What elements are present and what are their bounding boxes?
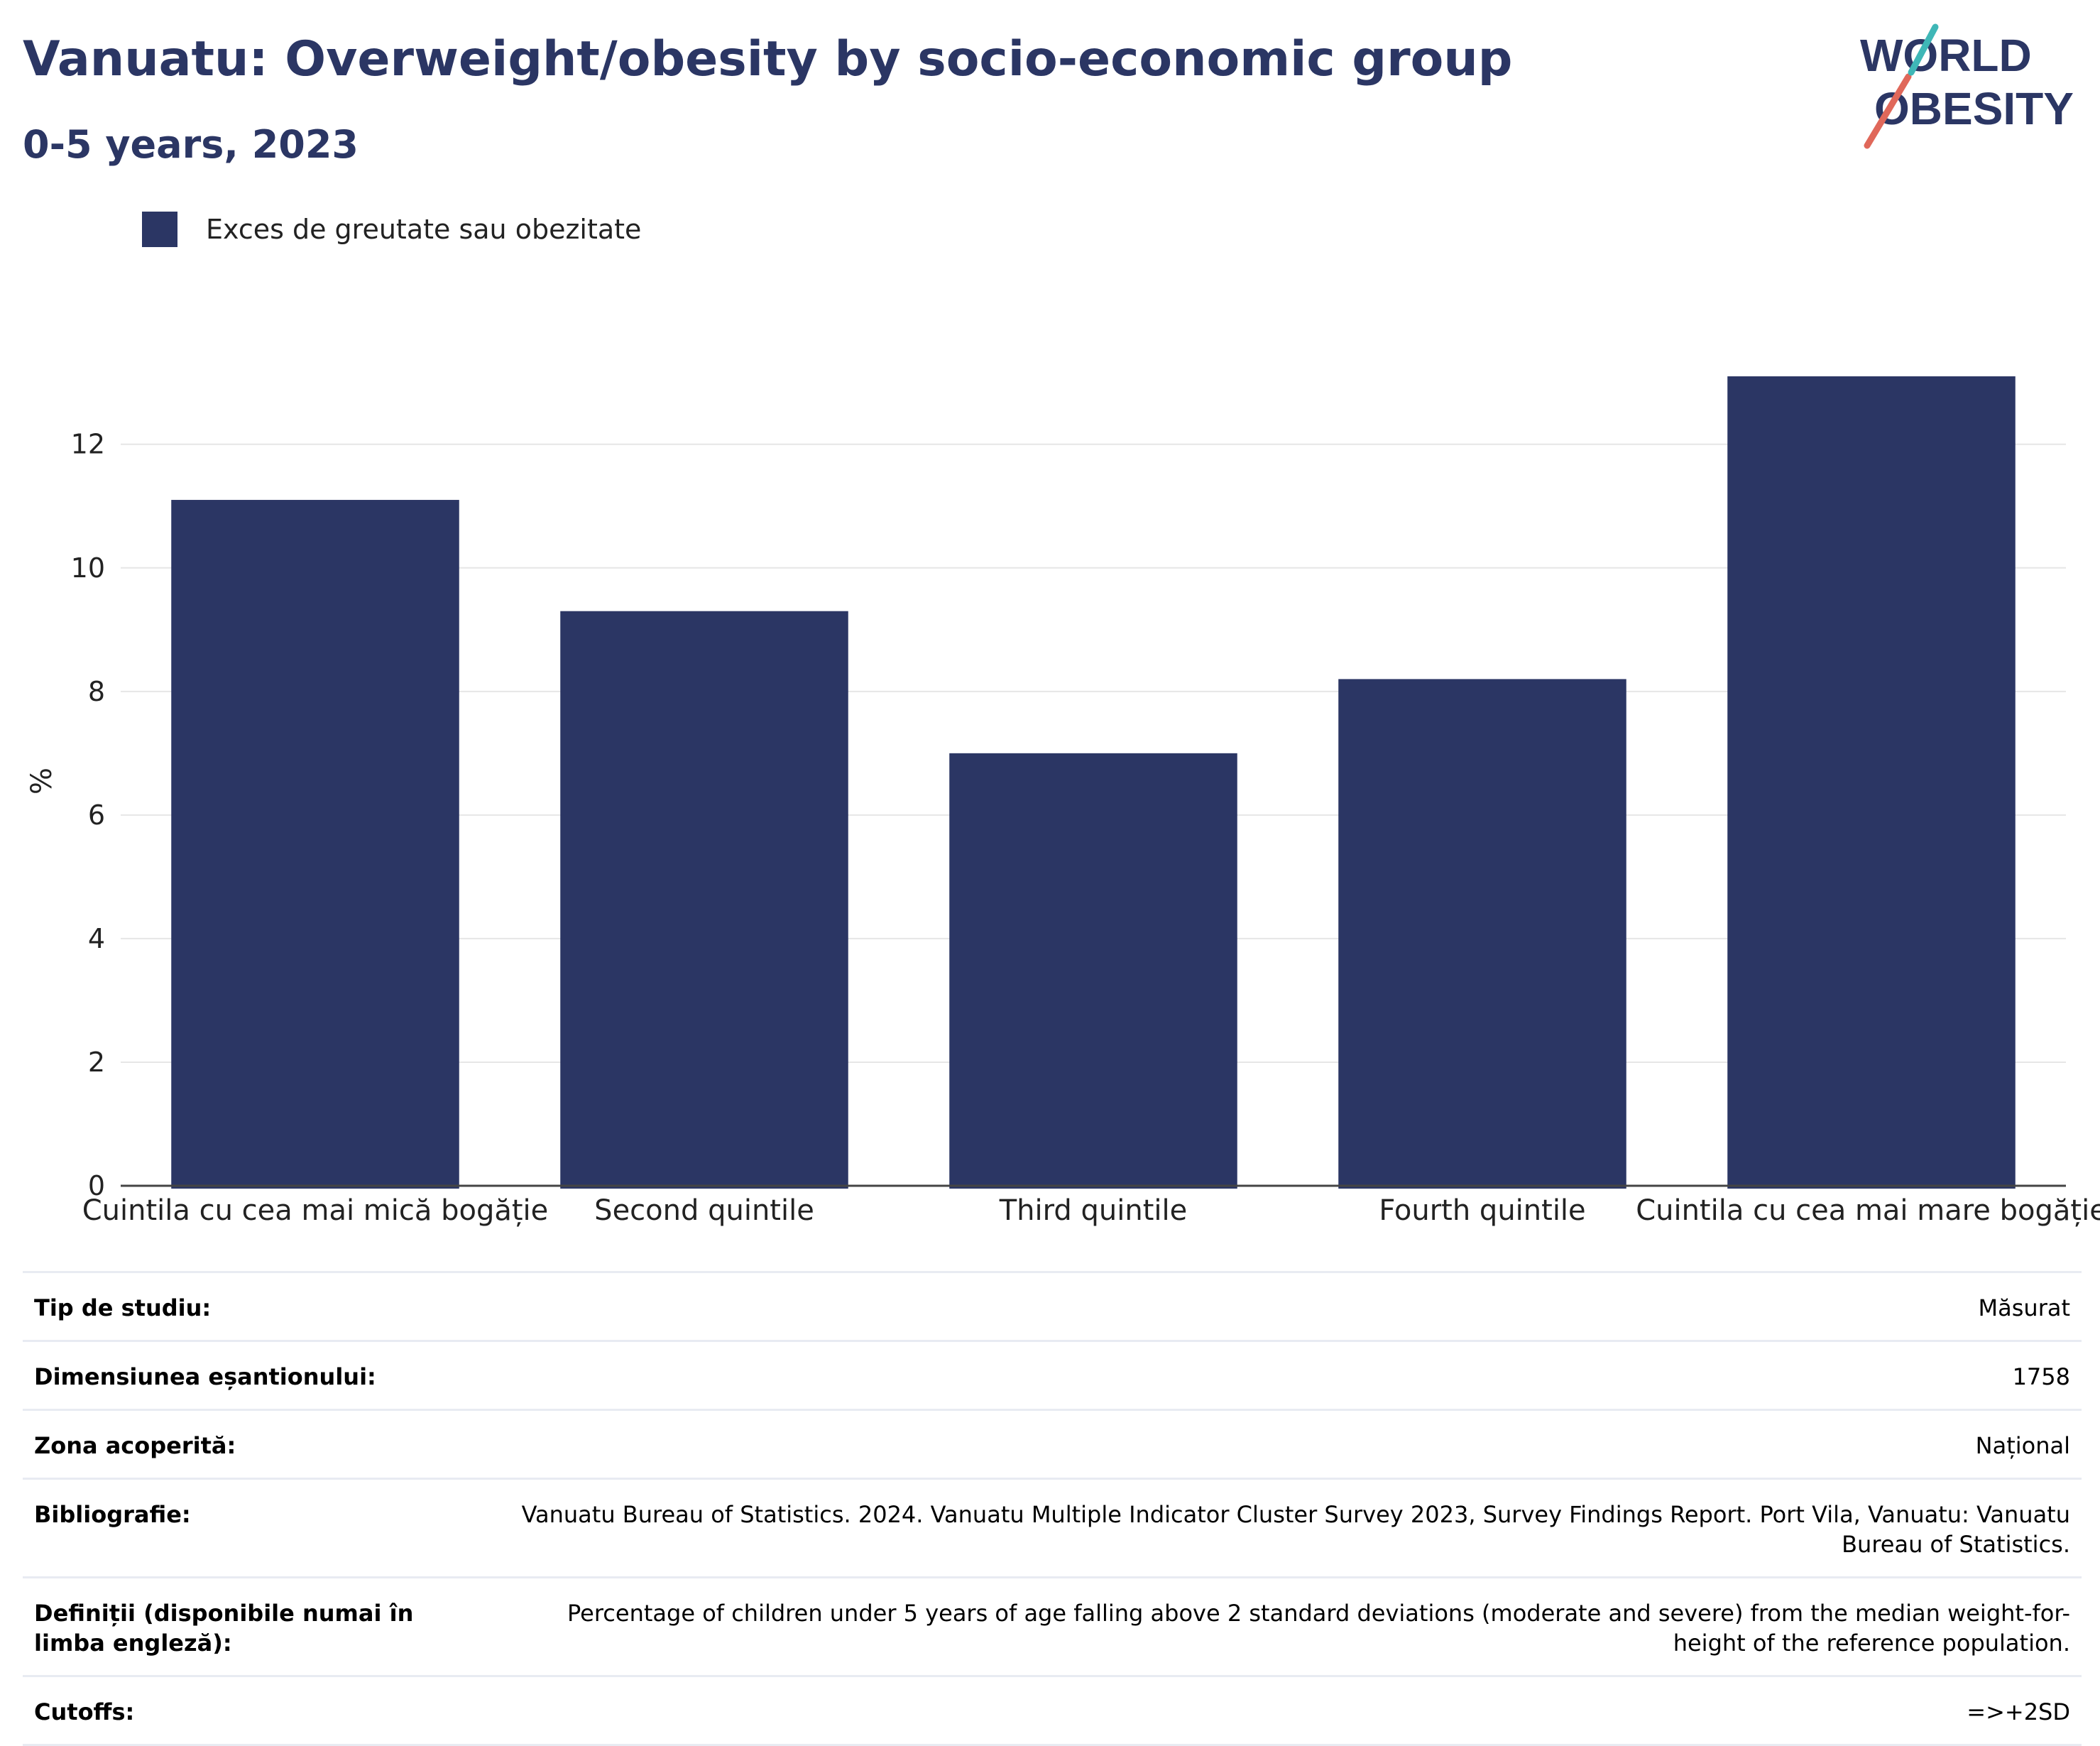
meta-key: Zona acoperită: xyxy=(34,1432,236,1459)
legend-swatch xyxy=(142,212,177,247)
meta-row-bibliography: Bibliografie: Vanuatu Bureau of Statisti… xyxy=(23,1478,2082,1576)
meta-value: 1758 xyxy=(2012,1363,2070,1390)
logo-word-obesity: OBESITY xyxy=(1874,83,2074,134)
world-obesity-logo: WORLD OBESITY xyxy=(1860,23,2074,149)
meta-row-cutoffs: Cutoffs: =>+2SD xyxy=(23,1675,2082,1746)
logo-slash-coral xyxy=(1864,73,1912,149)
y-tick-label: 6 xyxy=(88,800,105,831)
meta-key: Bibliografie: xyxy=(34,1501,191,1528)
meta-key: Dimensiunea eșantionului: xyxy=(34,1363,376,1390)
meta-value: Vanuatu Bureau of Statistics. 2024. Vanu… xyxy=(521,1501,2070,1558)
chart-title: Vanuatu: Overweight/obesity by socio-eco… xyxy=(23,31,1513,87)
legend-label: Exces de greutate sau obezitate xyxy=(206,214,642,245)
bar-chart: 0 2 4 6 8 10 12% Cuintila cu cea mai mică bogăț… xyxy=(26,376,2100,1227)
y-tick-label: 10 xyxy=(71,552,105,584)
bar xyxy=(171,500,459,1189)
x-tick-label: Second quintile xyxy=(594,1194,814,1227)
bar xyxy=(1338,679,1626,1189)
meta-value: =>+2SD xyxy=(1967,1698,2070,1725)
y-tick-label: 0 xyxy=(88,1170,105,1201)
x-tick-label: Third quintile xyxy=(999,1194,1187,1227)
y-axis-label: % xyxy=(26,768,58,795)
x-tick-label: Fourth quintile xyxy=(1379,1194,1585,1227)
bar xyxy=(949,753,1237,1189)
logo-slash-teal xyxy=(1908,23,1939,76)
meta-value: Măsurat xyxy=(1978,1294,2070,1321)
meta-value: Percentage of children under 5 years of … xyxy=(567,1600,2070,1657)
x-tick-label: Cuintila cu cea mai mare bogăție xyxy=(1636,1194,2100,1227)
legend: Exces de greutate sau obezitate xyxy=(142,212,641,247)
y-tick-label: 2 xyxy=(88,1047,105,1078)
y-tick-label: 8 xyxy=(88,676,105,707)
bar xyxy=(560,611,848,1189)
meta-row-study-type: Tip de studiu: Măsurat xyxy=(23,1271,2082,1340)
meta-key: Cutoffs: xyxy=(34,1698,135,1725)
bar xyxy=(1727,376,2016,1189)
meta-value: Național xyxy=(1975,1432,2070,1459)
y-tick-label: 12 xyxy=(71,429,105,460)
meta-key: Tip de studiu: xyxy=(34,1294,212,1321)
meta-key: Definiții (disponibile numai în limba en… xyxy=(34,1600,414,1657)
x-tick-label: Cuintila cu cea mai mică bogăție xyxy=(82,1194,549,1227)
meta-row-sample-size: Dimensiunea eșantionului: 1758 xyxy=(23,1340,2082,1409)
y-tick-label: 4 xyxy=(88,923,105,954)
metadata-table: Tip de studiu: Măsurat Dimensiunea eșant… xyxy=(23,1271,2082,1746)
logo-word-world: WORLD xyxy=(1860,30,2032,81)
chart-subtitle: 0-5 years, 2023 xyxy=(23,122,359,167)
meta-row-coverage: Zona acoperită: Național xyxy=(23,1409,2082,1478)
meta-row-definitions: Definiții (disponibile numai în limba en… xyxy=(23,1576,2082,1675)
